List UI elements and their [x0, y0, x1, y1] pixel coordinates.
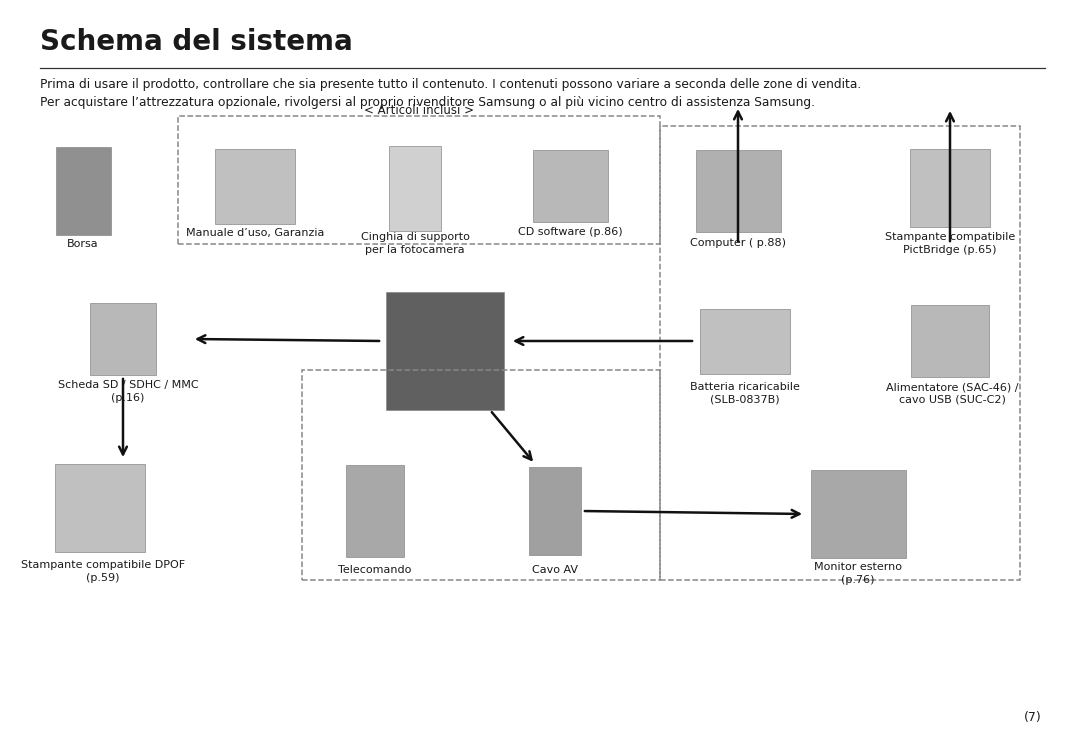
Bar — [302, 370, 660, 580]
Bar — [910, 149, 990, 227]
Text: Stampante compatibile: Stampante compatibile — [885, 232, 1015, 242]
Bar — [810, 470, 905, 558]
Text: Batteria ricaricabile: Batteria ricaricabile — [690, 382, 800, 392]
Text: Borsa: Borsa — [67, 239, 98, 249]
Bar — [215, 148, 295, 224]
Bar — [660, 126, 1020, 580]
Text: Computer ( p.88): Computer ( p.88) — [690, 238, 786, 248]
Text: Telecomando: Telecomando — [338, 565, 411, 575]
Text: per la fotocamera: per la fotocamera — [365, 245, 464, 255]
Bar — [529, 467, 581, 555]
Text: (7): (7) — [1024, 711, 1042, 724]
Text: Stampante compatibile DPOF: Stampante compatibile DPOF — [21, 560, 185, 570]
Text: (p.16): (p.16) — [111, 393, 145, 403]
Bar — [532, 150, 607, 222]
Text: Schema del sistema: Schema del sistema — [40, 28, 353, 56]
Bar — [700, 309, 789, 374]
Text: Manuale d’uso, Garanzia: Manuale d’uso, Garanzia — [186, 228, 324, 238]
Text: < Articoli inclusi >: < Articoli inclusi > — [364, 104, 474, 118]
Bar — [90, 303, 156, 375]
Bar — [178, 116, 660, 244]
Bar — [386, 292, 504, 410]
Text: CD software (p.86): CD software (p.86) — [517, 227, 622, 237]
Text: (p.76): (p.76) — [841, 575, 875, 585]
Bar — [912, 305, 989, 377]
Bar — [55, 147, 110, 235]
Text: (SLB-0837B): (SLB-0837B) — [711, 395, 780, 405]
Bar — [55, 464, 145, 552]
Text: cavo USB (SUC-C2): cavo USB (SUC-C2) — [899, 395, 1005, 405]
Text: Cinghia di supporto: Cinghia di supporto — [361, 232, 470, 242]
Text: Scheda SD / SDHC / MMC: Scheda SD / SDHC / MMC — [57, 380, 199, 390]
Bar — [346, 465, 404, 557]
Text: PictBridge (p.65): PictBridge (p.65) — [903, 245, 997, 255]
Text: Prima di usare il prodotto, controllare che sia presente tutto il contenuto. I c: Prima di usare il prodotto, controllare … — [40, 78, 861, 91]
Bar — [696, 150, 781, 232]
Text: (p.59): (p.59) — [86, 573, 120, 583]
Text: Alimentatore (SAC-46) /: Alimentatore (SAC-46) / — [886, 382, 1018, 392]
Text: Per acquistare l’attrezzatura opzionale, rivolgersi al proprio rivenditore Samsu: Per acquistare l’attrezzatura opzionale,… — [40, 96, 815, 109]
Bar — [389, 145, 441, 231]
Text: Monitor esterno: Monitor esterno — [814, 562, 902, 572]
Text: Cavo AV: Cavo AV — [532, 565, 578, 575]
